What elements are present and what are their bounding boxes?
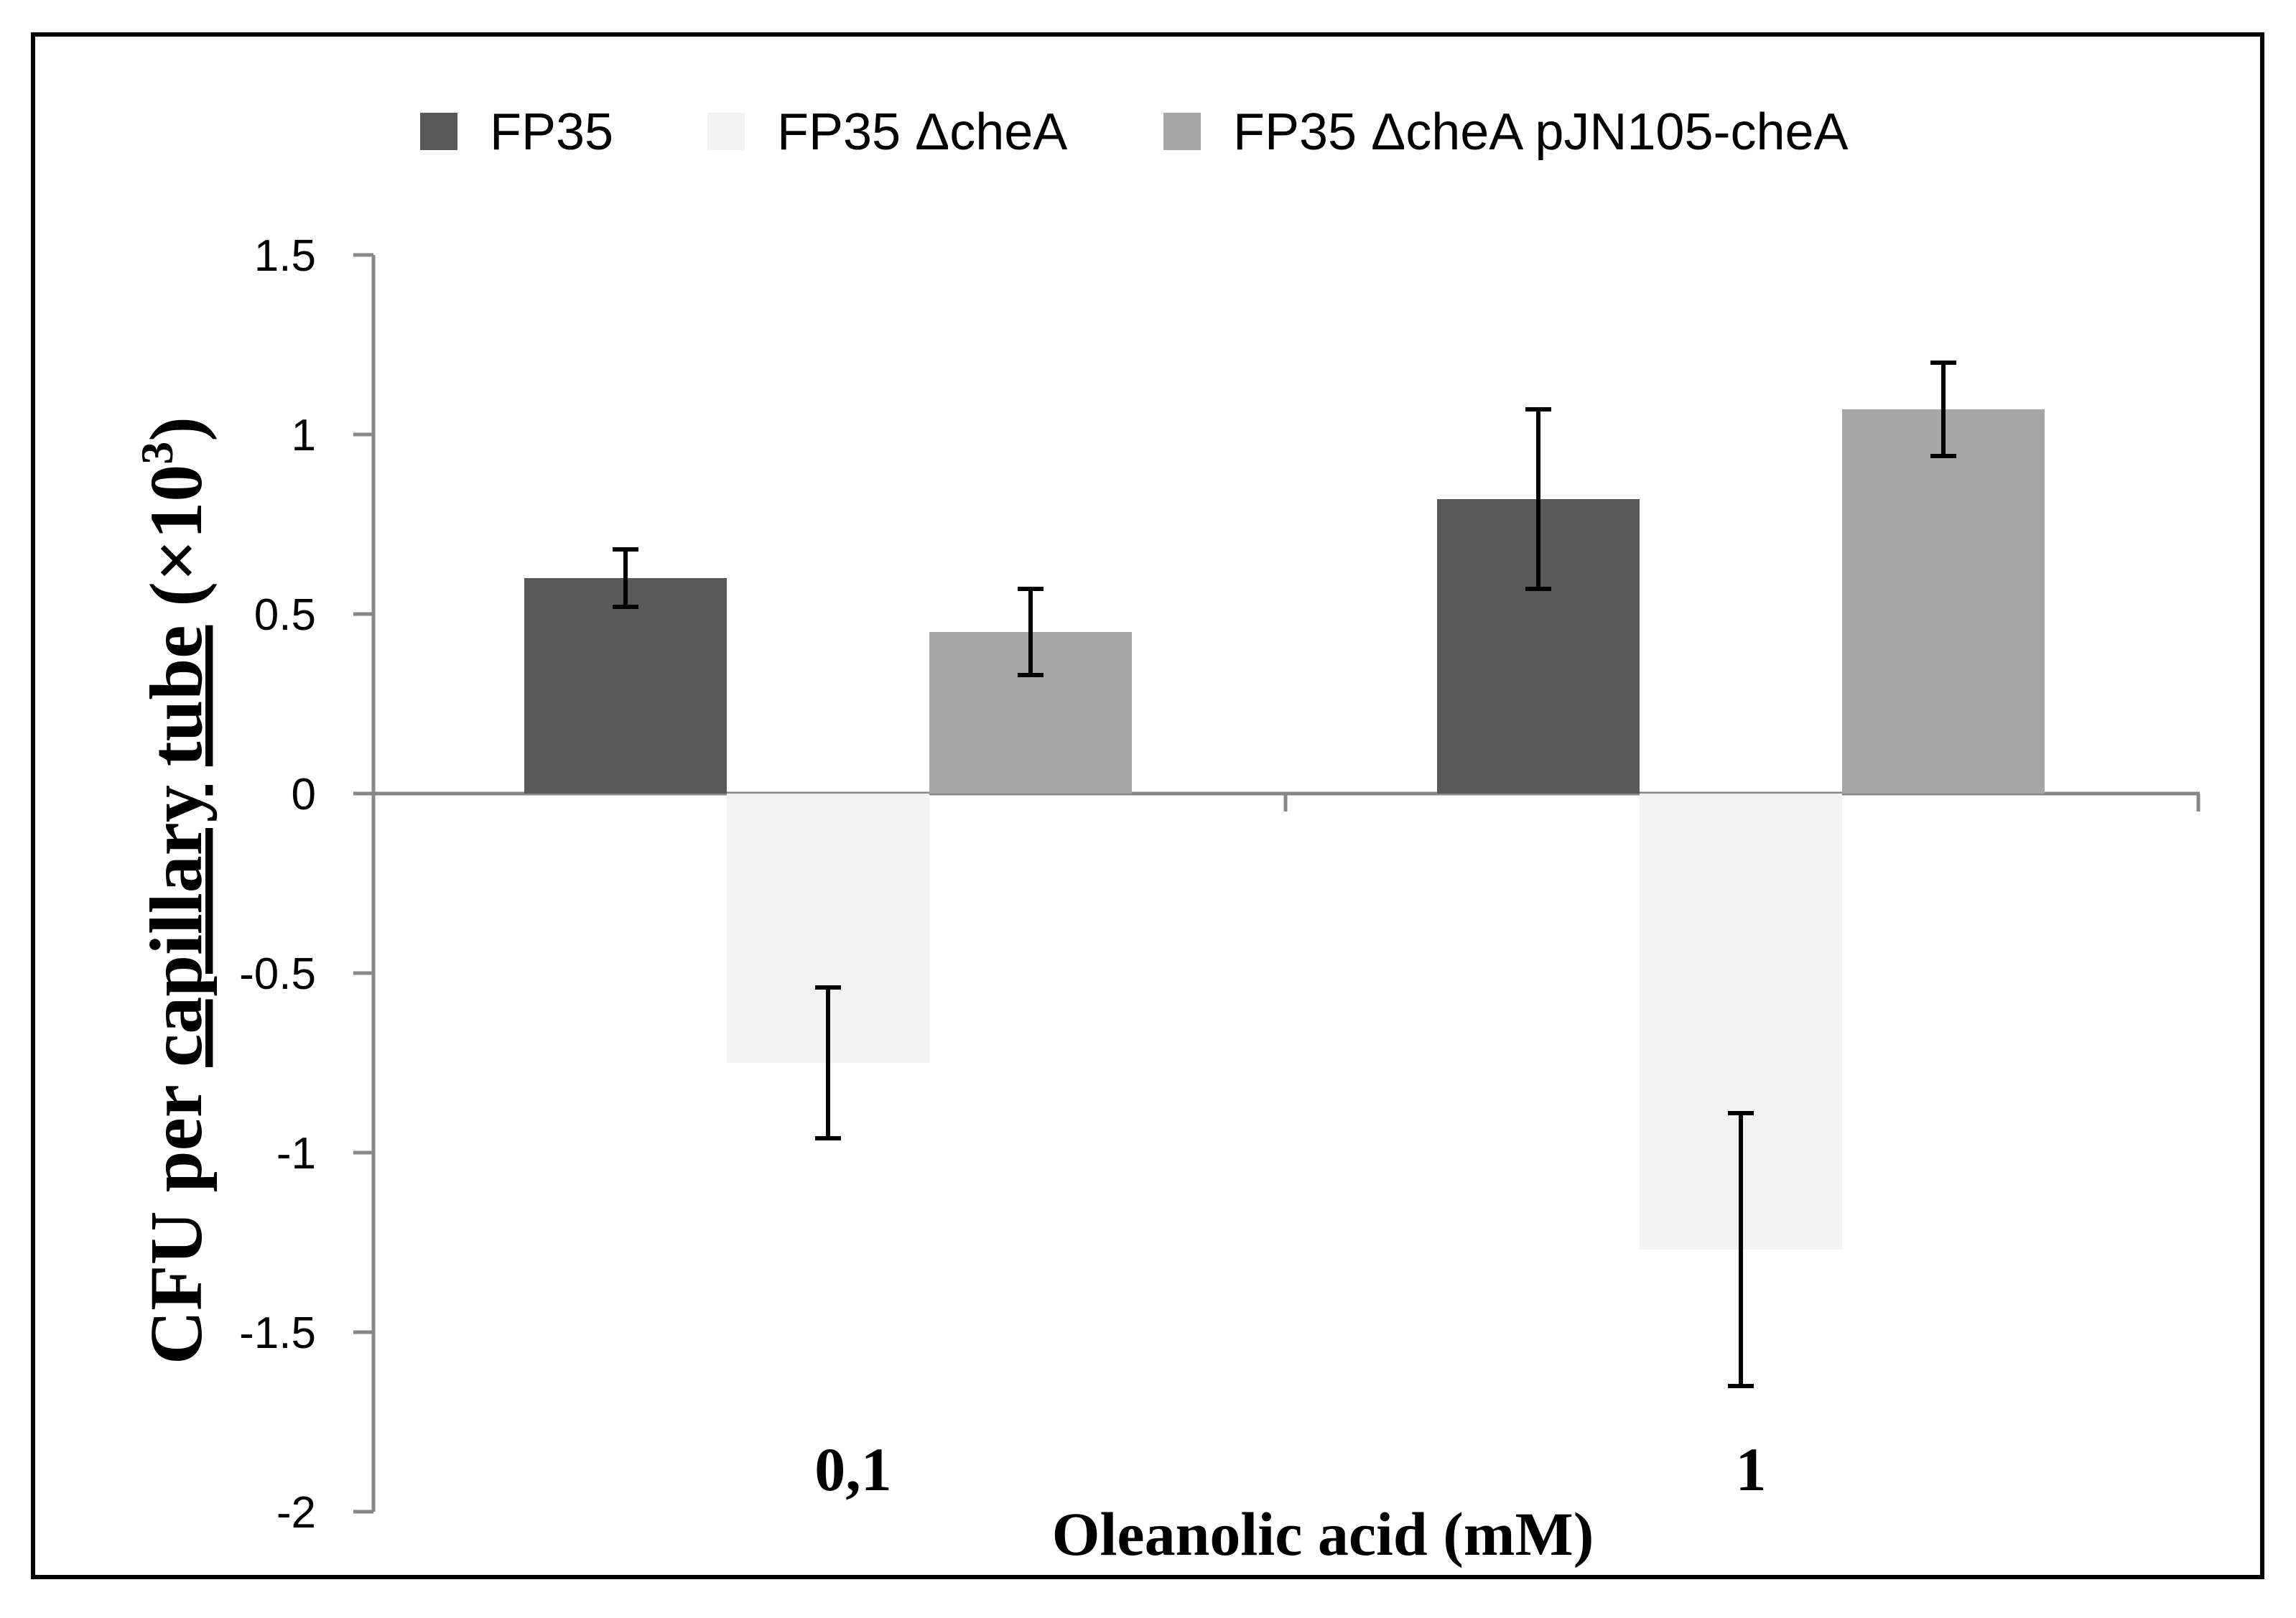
y-tick-label: 0.5: [254, 590, 316, 640]
x-category-label: 1: [1736, 1435, 1767, 1504]
y-tick-label: 0: [292, 770, 316, 819]
y-tick-label: -1.5: [239, 1308, 316, 1358]
x-axis-title: Oleanolic acid (mM): [1052, 1500, 1594, 1568]
legend-swatch: [420, 113, 457, 150]
y-axis-title: CFU per capillary tube (×103): [131, 417, 218, 1364]
y-tick-label: 1.5: [254, 231, 316, 281]
legend: FP35 FP35 ΔcheA FP35 ΔcheA pJN105-cheA: [420, 103, 1849, 161]
y-title-unit-open: (×10: [135, 465, 218, 607]
legend-label: FP35 ΔcheA: [777, 103, 1067, 161]
svg-text:CFU per capillary: CFU per capillary tube (×103): [131, 417, 218, 1364]
chart-border: [31, 32, 2264, 1579]
legend-swatch: [1163, 113, 1201, 150]
x-category-label: 0,1: [814, 1435, 892, 1504]
bar: [524, 578, 727, 794]
y-title-per: per: [135, 1086, 218, 1192]
legend-label: FP35: [490, 103, 613, 161]
y-tick-label: -0.5: [239, 949, 316, 999]
y-title-cfu: CFU: [135, 1211, 218, 1364]
y-title-tube: tube: [135, 626, 218, 766]
x-category-labels: 0,1 1: [814, 1435, 1766, 1504]
y-tick-label: -1: [276, 1129, 316, 1178]
y-title-exponent: 3: [131, 442, 182, 465]
y-title-unit-close: ): [135, 417, 218, 442]
error-bars: [613, 361, 1956, 1388]
y-tick-label: 1: [292, 411, 316, 460]
y-title-capillary: capillary: [135, 785, 218, 1067]
bar: [1842, 409, 2045, 794]
legend-swatch: [707, 113, 745, 150]
y-tick-label: -2: [276, 1488, 316, 1538]
legend-label: FP35 ΔcheA pJN105-cheA: [1233, 103, 1849, 161]
y-ticks: 1.5 1 0.5 0 -0.5 -1 -1.5 -2: [239, 231, 373, 1538]
